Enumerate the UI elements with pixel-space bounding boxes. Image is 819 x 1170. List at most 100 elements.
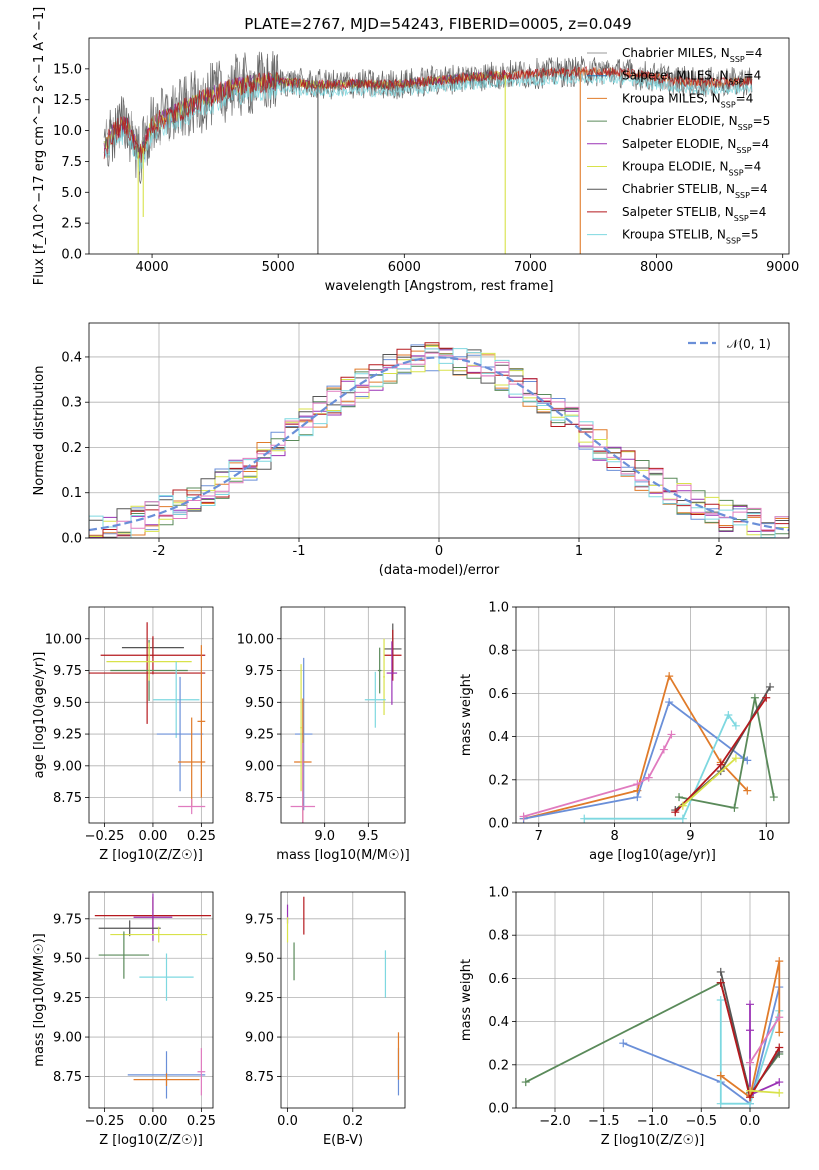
error-bars — [94, 893, 212, 1099]
y-tick-label: 0.2 — [488, 1058, 509, 1073]
y-tick-label: 9.00 — [53, 759, 82, 774]
plus-marker — [775, 1088, 784, 1097]
x-tick-label: 9000 — [766, 260, 799, 275]
spectrum-line — [103, 73, 753, 172]
x-tick-label: 0.25 — [187, 1114, 216, 1129]
data-point — [197, 645, 206, 798]
x-tick-label: 8000 — [640, 260, 673, 275]
y-tick-label: 9.75 — [53, 664, 82, 679]
y-tick-label: 9.50 — [245, 696, 274, 711]
panel-mass-vs-EBV: 0.0 0.2 8.75 9.00 9.25 9.50 9.75 E(B-V) — [245, 891, 406, 1148]
y-tick-label: 0.4 — [488, 730, 509, 745]
data-point — [139, 953, 194, 1001]
panel-age-vs-mass: 9.0 9.5 8.75 9.00 9.25 9.50 9.75 10.00 mass [log… — [237, 606, 410, 863]
x-tick-label: 8 — [610, 829, 618, 844]
series-path — [584, 713, 737, 820]
y-axis-label: Normed distribution — [32, 366, 47, 496]
weight-series-line — [746, 1086, 784, 1097]
y-tick-label: 8.75 — [245, 1070, 274, 1085]
x-axis-label: (data-model)/error — [379, 563, 500, 578]
panel-weight-vs-Z: −2.0 −1.5 −1.0 −0.5 0.0 0.0 0.2 0.4 0.6 0.8 1.0 Z [… — [459, 886, 790, 1148]
data-point — [178, 798, 206, 815]
panel-residuals: -2 -1 0 1 2 0.0 0.1 0.2 0.3 0.4 (data-model)/error… — [32, 322, 790, 578]
y-tick-label: 9.75 — [53, 912, 82, 927]
x-tick-label: 0.0 — [277, 1114, 298, 1129]
y-tick-label: 0.8 — [488, 929, 509, 944]
spectrum-legend: Chabrier MILES, NSSP=4 Salpeter MILES, NS… — [587, 46, 770, 245]
series-path — [720, 960, 781, 1099]
plus-marker — [724, 711, 733, 719]
y-axis-label: Flux [f_λ10^−17 erg cm^−2 s^−1 A^−1] — [32, 7, 47, 285]
data-point — [89, 622, 206, 724]
y-tick-label: 0.0 — [488, 817, 509, 832]
plus-marker — [762, 693, 771, 702]
plus-marker — [746, 1058, 754, 1067]
data-point — [98, 920, 161, 937]
legend-entry: Kroupa ELODIE, NSSP=4 — [622, 160, 761, 178]
plus-marker — [743, 756, 752, 765]
plus-marker — [775, 1028, 784, 1037]
axes-frame — [88, 891, 214, 1109]
weight-series-line — [671, 693, 771, 817]
legend-entry: 𝒩(0, 1) — [727, 337, 771, 351]
y-axis-label: mass weight — [459, 959, 474, 1041]
plus-marker — [667, 730, 676, 739]
series-path — [719, 1000, 781, 1105]
panel-age-vs-Z: −0.25 0.00 0.25 8.75 9.00 9.25 9.50 9.75 10.00 Z … — [32, 606, 216, 863]
x-tick-label: 2 — [715, 544, 723, 559]
legend-entry: Kroupa MILES, NSSP=4 — [622, 91, 753, 109]
y-tick-label: 9.00 — [245, 1031, 274, 1046]
y-tick-label: 9.25 — [53, 991, 82, 1006]
plus-marker — [521, 1078, 530, 1087]
plus-marker — [519, 812, 528, 821]
y-tick-label: 9.00 — [53, 1031, 82, 1046]
data-point — [156, 676, 204, 792]
plus-marker — [671, 808, 680, 817]
axes-frame — [515, 606, 790, 824]
histogram-series — [89, 345, 789, 538]
y-tick-label: 9.25 — [245, 728, 274, 743]
y-tick-label: 9.50 — [53, 952, 82, 967]
axes-frame — [88, 37, 790, 255]
x-axis-label: Z [log10(Z/Z☉)] — [99, 1133, 203, 1148]
data-point — [133, 1073, 200, 1086]
x-tick-label: −0.25 — [85, 829, 125, 844]
axes-frame — [88, 606, 214, 824]
y-tick-label: 0.2 — [61, 441, 82, 456]
y-tick-label: 2.5 — [61, 217, 82, 232]
y-tick-label: 9.50 — [53, 696, 82, 711]
plus-marker — [766, 682, 775, 691]
x-tick-label: −1.5 — [588, 1114, 620, 1129]
legend-entry: Chabrier STELIB, NSSP=4 — [622, 182, 768, 200]
plus-marker — [775, 957, 784, 966]
y-tick-label: 9.75 — [245, 664, 274, 679]
data-point — [178, 717, 206, 807]
plus-marker — [746, 1086, 754, 1095]
y-tick-label: 0.0 — [61, 532, 82, 547]
series-path — [678, 697, 775, 809]
y-tick-label: 0.0 — [61, 248, 82, 263]
y-tick-label: 10.00 — [237, 632, 274, 647]
spectrum-line — [103, 65, 753, 163]
y-tick-label: 0.6 — [488, 972, 509, 987]
data-point — [98, 931, 150, 979]
plus-marker — [580, 814, 589, 823]
plus-marker — [633, 780, 642, 789]
y-tick-label: 10.0 — [53, 124, 82, 139]
data-point — [100, 636, 206, 675]
y-axis-label: mass weight — [459, 674, 474, 756]
legend-entry: Salpeter STELIB, NSSP=4 — [622, 205, 766, 223]
y-tick-label: 0.1 — [61, 486, 82, 501]
x-tick-label: 4000 — [136, 260, 169, 275]
plus-marker — [716, 996, 725, 1004]
data-point — [152, 661, 200, 738]
histogram-series — [89, 352, 789, 538]
plus-marker — [716, 978, 725, 987]
x-tick-label: 9.5 — [358, 829, 379, 844]
series-path — [682, 757, 737, 807]
plus-marker — [746, 1026, 754, 1035]
weight-series-line — [675, 693, 778, 812]
data-point — [133, 893, 173, 941]
y-tick-label: 15.0 — [53, 62, 82, 77]
